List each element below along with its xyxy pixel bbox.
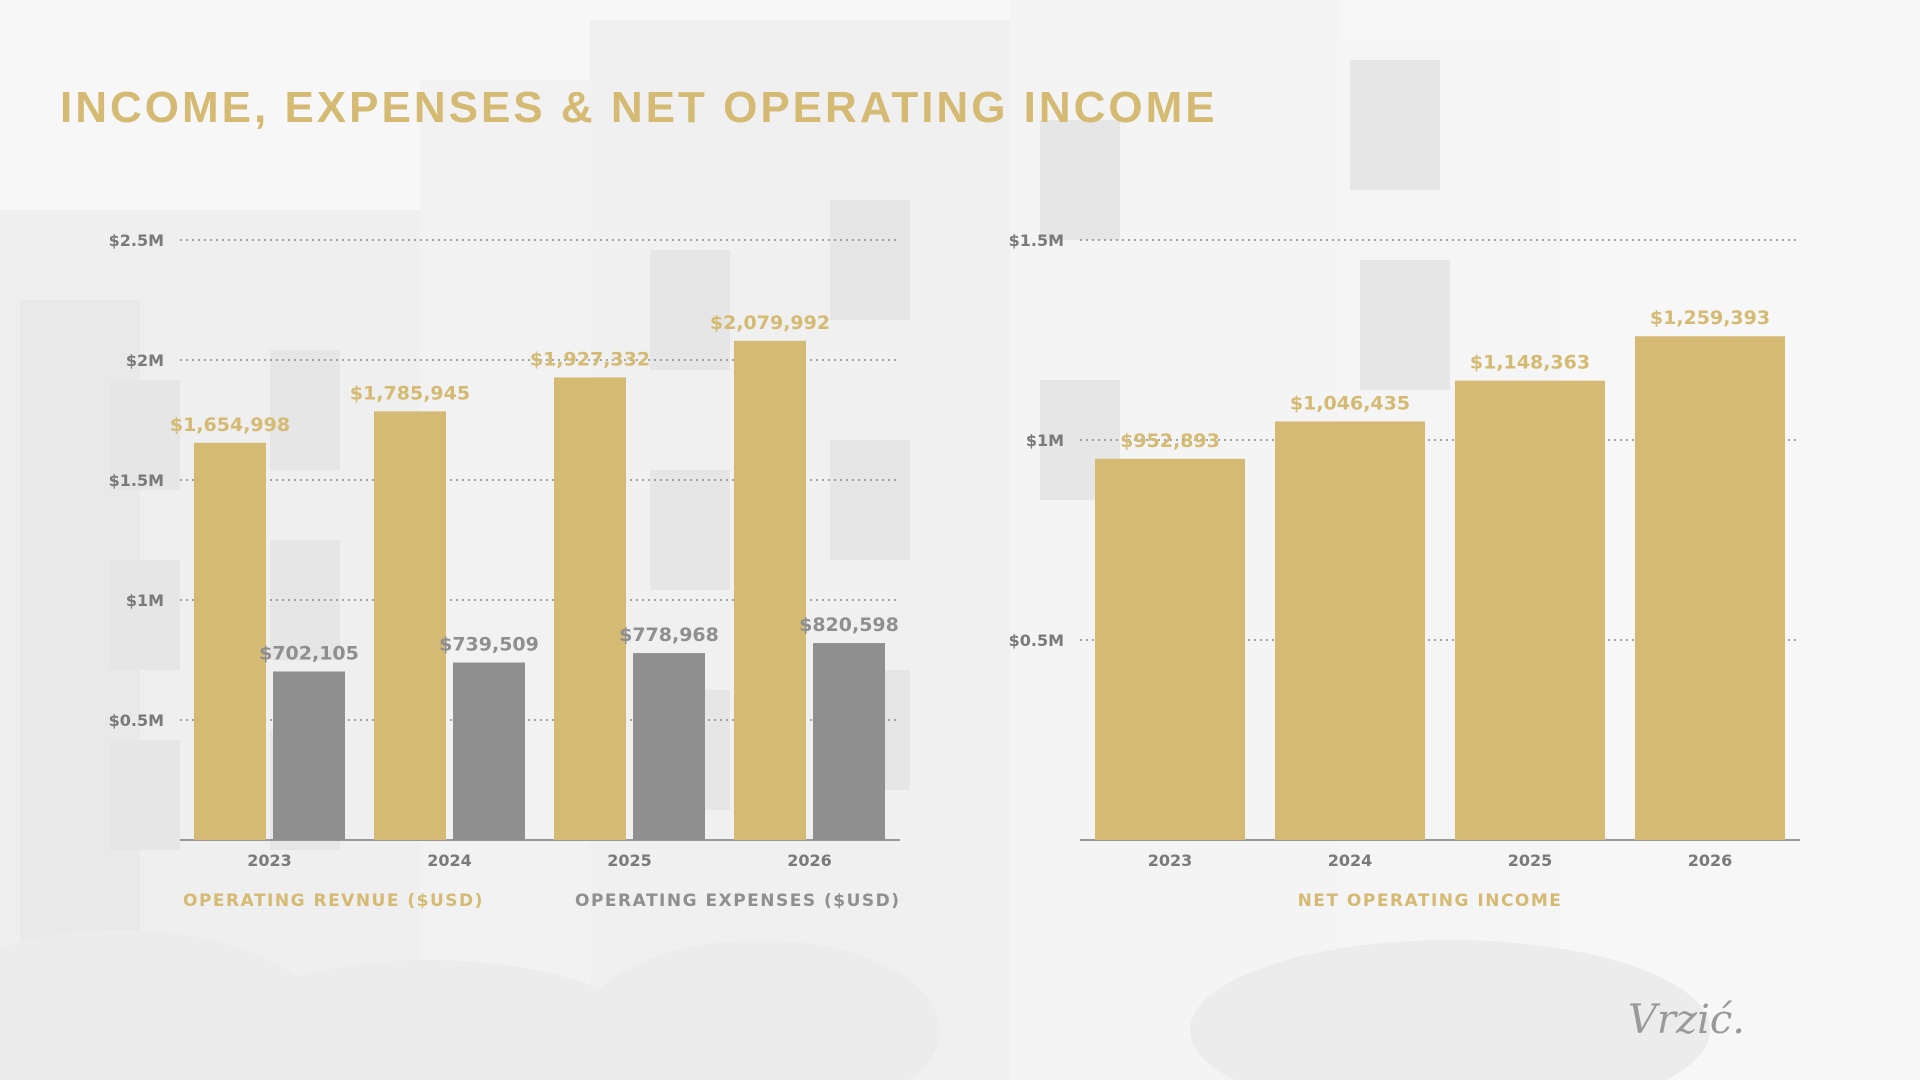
x-tick-label: 2023 (1148, 851, 1193, 870)
legend-label: OPERATING REVNUE ($USD) (183, 891, 484, 911)
data-label: $702,105 (259, 642, 359, 664)
data-label: $1,148,363 (1470, 352, 1590, 374)
bar-expenses-2025 (633, 653, 705, 840)
data-label: $1,654,998 (170, 414, 290, 436)
bar-revenue-2023 (194, 442, 266, 840)
bar-expenses-2024 (453, 662, 525, 840)
bar-noi-2026 (1635, 336, 1785, 840)
x-tick-label: 2025 (1508, 851, 1553, 870)
data-label: $1,259,393 (1650, 307, 1770, 329)
data-label: $1,927,332 (530, 348, 650, 370)
y-tick-label: $2.5M (109, 231, 164, 250)
page-title: INCOME, EXPENSES & NET OPERATING INCOME (60, 83, 1218, 132)
data-label: $778,968 (619, 624, 719, 646)
data-label: $820,598 (799, 614, 899, 636)
bar-noi-2024 (1275, 421, 1425, 840)
bar-revenue-2024 (374, 411, 446, 840)
x-tick-label: 2024 (1328, 851, 1373, 870)
data-label: $739,509 (439, 634, 539, 656)
data-label: $952,893 (1120, 430, 1220, 452)
y-tick-label: $1.5M (109, 471, 164, 490)
bar-revenue-2026 (734, 340, 806, 840)
bar-noi-2023 (1095, 458, 1245, 840)
legend-label: NET OPERATING INCOME (1298, 891, 1563, 911)
bar-noi-2025 (1455, 380, 1605, 840)
y-tick-label: $2M (126, 351, 164, 370)
bar-expenses-2026 (813, 643, 885, 840)
y-tick-label: $0.5M (1009, 631, 1064, 650)
x-tick-label: 2026 (1688, 851, 1733, 870)
x-tick-label: 2026 (787, 851, 832, 870)
y-tick-label: $0.5M (109, 711, 164, 730)
data-label: $1,785,945 (350, 382, 470, 404)
y-tick-label: $1M (1026, 431, 1064, 450)
y-tick-label: $1M (126, 591, 164, 610)
legend-label: OPERATING EXPENSES ($USD) (575, 891, 901, 911)
x-tick-label: 2024 (427, 851, 472, 870)
data-label: $1,046,435 (1290, 392, 1410, 414)
bar-revenue-2025 (554, 377, 626, 840)
bar-expenses-2023 (273, 671, 345, 840)
x-tick-label: 2023 (247, 851, 292, 870)
net-operating-income-chart: $0.5M $1M $1.5M $952,893 2023 $1,046,435 2024 $… (1009, 231, 1800, 911)
y-tick-label: $1.5M (1009, 231, 1064, 250)
brand-logo: Vrzić. (1628, 997, 1745, 1043)
data-label: $2,079,992 (710, 312, 830, 334)
revenue-expenses-chart: $0.5M $1M $1.5M $2M $2.5M $1,654,998 $702,105 2… (109, 231, 901, 911)
x-tick-label: 2025 (607, 851, 652, 870)
